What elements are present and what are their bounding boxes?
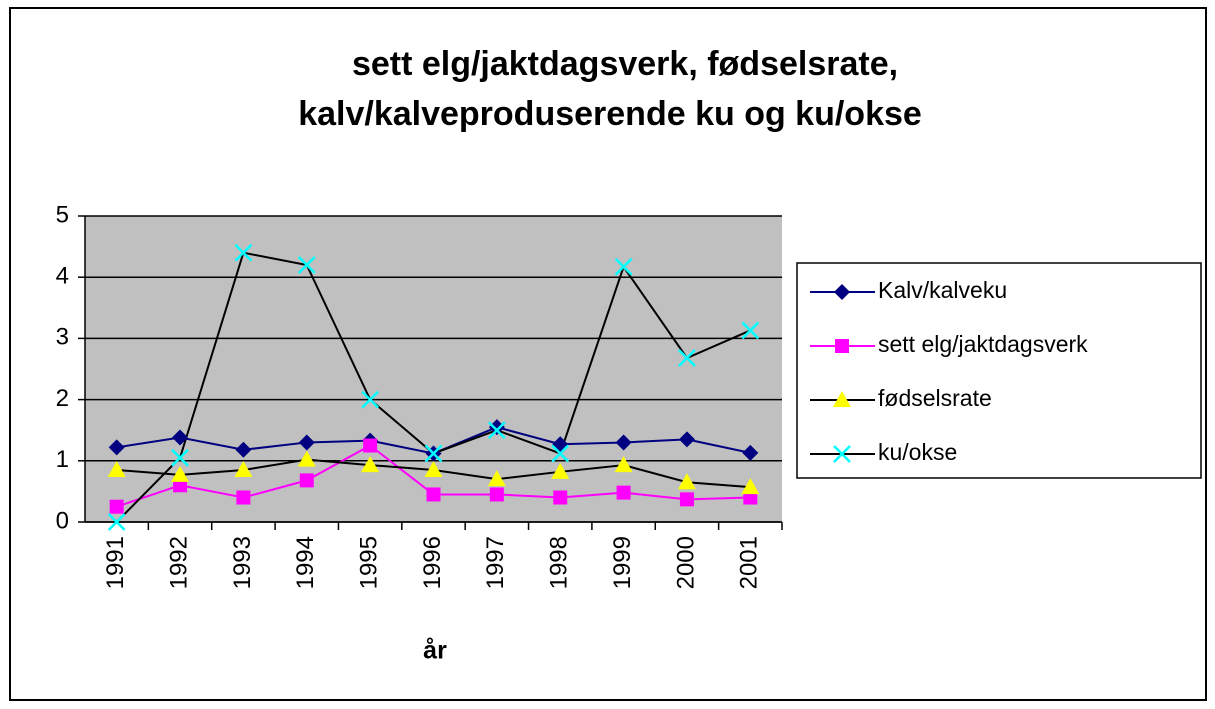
data-point [361, 456, 380, 473]
y-tick-label: 2 [56, 385, 69, 412]
data-point [553, 490, 568, 505]
data-point [741, 321, 760, 340]
data-point [297, 450, 316, 467]
x-tick-label: 2001 [736, 536, 763, 589]
data-point [108, 439, 125, 456]
legend-marker [834, 284, 850, 300]
data-point [424, 460, 443, 477]
data-point [551, 462, 570, 479]
legend-label: sett elg/jaktdagsverk [878, 331, 1088, 357]
data-point [363, 438, 378, 453]
data-point [678, 431, 695, 448]
data-point [679, 492, 694, 507]
x-tick-label: 1999 [609, 536, 636, 589]
x-tick-label: 2000 [672, 536, 699, 589]
data-point [299, 473, 314, 488]
x-tick-label: 1995 [355, 536, 382, 589]
legend-label: fødselsrate [878, 385, 992, 411]
legend-marker [833, 445, 851, 463]
legend [796, 262, 1202, 479]
x-tick-label: 1998 [546, 536, 573, 589]
data-point [235, 441, 252, 458]
x-axis-title: år [423, 637, 447, 665]
data-point [489, 487, 504, 502]
data-point [109, 499, 124, 514]
data-point [107, 460, 126, 477]
data-point [171, 465, 190, 482]
data-point [487, 421, 506, 440]
y-tick-label: 5 [56, 201, 69, 228]
data-point [361, 390, 380, 409]
data-point [678, 349, 696, 367]
y-tick-label: 4 [56, 263, 69, 290]
y-tick-label: 0 [56, 507, 69, 534]
x-tick-label: 1996 [419, 536, 446, 589]
legend-marker [833, 391, 851, 407]
data-point [741, 478, 760, 495]
data-point [488, 419, 505, 436]
data-point [615, 434, 632, 451]
data-point [171, 448, 189, 467]
data-point [551, 444, 570, 463]
x-tick-label: 1991 [102, 536, 129, 589]
x-tick-label: 1997 [482, 536, 509, 589]
data-point [426, 487, 441, 502]
x-tick-label: 1994 [292, 536, 319, 589]
x-tick-label: 1992 [165, 536, 192, 589]
data-point [297, 256, 316, 274]
data-point [107, 513, 126, 531]
data-point [172, 429, 189, 446]
data-point [614, 257, 633, 276]
data-point [616, 485, 631, 500]
chart-title: sett elg/jaktdagsverk, fødselsrate, [352, 45, 898, 83]
data-point [424, 444, 443, 463]
data-point [236, 490, 251, 505]
legend-marker [835, 339, 849, 353]
data-point [234, 243, 253, 262]
data-point [487, 470, 506, 487]
chart-title: kalv/kalveproduserende ku og ku/okse [298, 95, 922, 133]
x-tick-label: 1993 [229, 536, 256, 589]
data-point [677, 473, 696, 490]
data-point [614, 456, 633, 473]
data-point [742, 444, 759, 461]
data-point [234, 460, 253, 477]
legend-label: ku/okse [878, 439, 957, 465]
y-tick-label: 1 [56, 446, 69, 473]
legend-label: Kalv/kalveku [878, 277, 1007, 303]
y-tick-label: 3 [56, 324, 69, 351]
data-point [298, 434, 315, 451]
